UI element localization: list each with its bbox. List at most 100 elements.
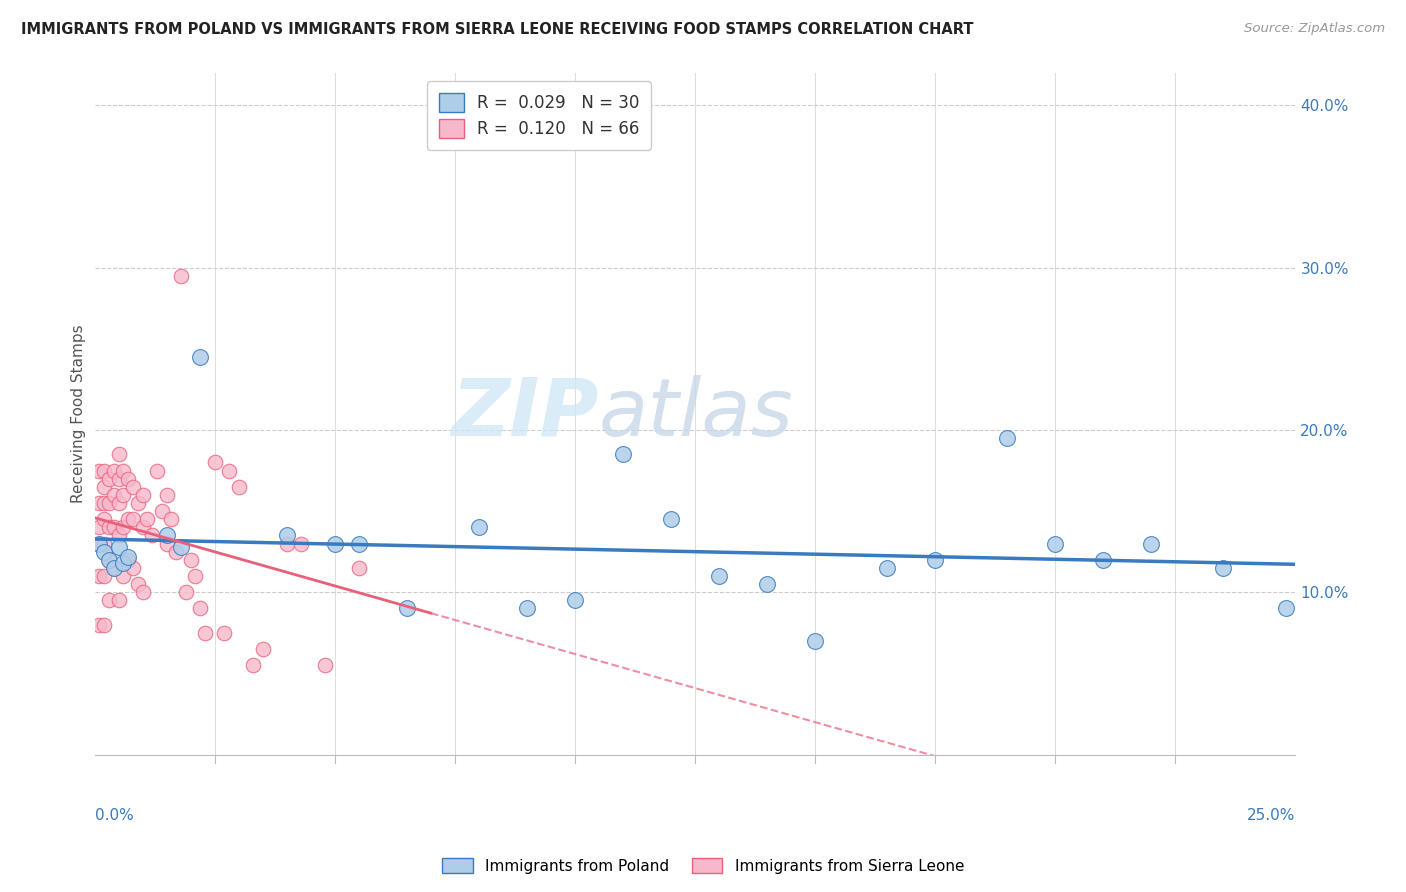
Point (89, 496, 111, 510)
Point (98, 520, 121, 534)
Point (93, 544, 115, 558)
Point (117, 512, 139, 526)
Point (170, 540, 193, 554)
Point (242, 658, 264, 673)
Text: ZIP: ZIP (451, 375, 599, 453)
Point (156, 488, 179, 502)
Point (98, 553, 121, 567)
Point (117, 553, 139, 567)
Point (89, 536, 111, 550)
Point (276, 528, 298, 542)
Text: IMMIGRANTS FROM POLAND VS IMMIGRANTS FROM SIERRA LEONE RECEIVING FOOD STAMPS COR: IMMIGRANTS FROM POLAND VS IMMIGRANTS FRO… (21, 22, 973, 37)
Point (103, 561, 125, 575)
Point (117, 549, 139, 564)
Point (112, 520, 135, 534)
Point (122, 512, 145, 526)
Point (395, 601, 418, 615)
Point (93, 617, 115, 632)
Point (756, 577, 779, 591)
Point (117, 472, 139, 486)
Point (204, 455, 226, 469)
Text: atlas: atlas (599, 375, 794, 453)
Point (707, 569, 730, 583)
Point (876, 561, 898, 575)
Point (98, 553, 121, 567)
Point (323, 536, 346, 550)
Point (89, 569, 111, 583)
Legend: Immigrants from Poland, Immigrants from Sierra Leone: Immigrants from Poland, Immigrants from … (436, 852, 970, 880)
Point (89, 464, 111, 478)
Point (516, 601, 538, 615)
Point (93, 464, 115, 478)
Point (107, 496, 129, 510)
Point (112, 464, 135, 478)
Point (924, 553, 946, 567)
Point (127, 496, 149, 510)
Point (156, 536, 179, 550)
Point (136, 512, 159, 526)
Point (131, 585, 153, 599)
Point (347, 536, 370, 550)
Point (103, 520, 125, 534)
Point (141, 528, 163, 542)
Point (165, 544, 187, 558)
Point (1092, 553, 1115, 567)
Point (188, 601, 211, 615)
Text: Source: ZipAtlas.com: Source: ZipAtlas.com (1244, 22, 1385, 36)
Point (252, 642, 274, 657)
Point (659, 512, 682, 526)
Point (468, 520, 491, 534)
Point (103, 464, 125, 478)
Point (93, 512, 115, 526)
Point (804, 634, 827, 648)
Point (112, 488, 135, 502)
Point (1140, 536, 1163, 550)
Point (122, 480, 145, 494)
Point (107, 447, 129, 461)
Point (218, 464, 240, 478)
Point (89, 617, 111, 632)
Point (612, 447, 634, 461)
Point (89, 520, 111, 534)
Point (1212, 561, 1234, 575)
Point (347, 561, 370, 575)
Point (107, 593, 129, 607)
Point (194, 625, 217, 640)
Point (89, 536, 111, 550)
Point (180, 553, 202, 567)
Point (170, 268, 193, 283)
Point (112, 569, 135, 583)
Point (98, 496, 121, 510)
Point (107, 472, 129, 486)
Point (93, 480, 115, 494)
Point (174, 585, 197, 599)
Point (131, 488, 153, 502)
Text: 25.0%: 25.0% (1247, 808, 1295, 823)
Point (188, 350, 211, 364)
Point (156, 528, 179, 542)
Point (1275, 601, 1298, 615)
Point (103, 561, 125, 575)
Point (103, 488, 125, 502)
Point (564, 593, 586, 607)
Legend: R =  0.029   N = 30, R =  0.120   N = 66: R = 0.029 N = 30, R = 0.120 N = 66 (427, 81, 651, 150)
Point (93, 569, 115, 583)
Point (184, 569, 207, 583)
Point (107, 528, 129, 542)
Point (122, 561, 145, 575)
Point (112, 556, 135, 570)
Point (98, 593, 121, 607)
Point (131, 520, 153, 534)
Point (127, 577, 149, 591)
Point (290, 536, 312, 550)
Point (1045, 536, 1067, 550)
Point (214, 625, 236, 640)
Point (98, 472, 121, 486)
Text: 0.0%: 0.0% (94, 808, 134, 823)
Point (160, 512, 183, 526)
Point (107, 540, 129, 554)
Point (146, 464, 169, 478)
Point (150, 504, 173, 518)
Point (276, 536, 298, 550)
Point (314, 658, 336, 673)
